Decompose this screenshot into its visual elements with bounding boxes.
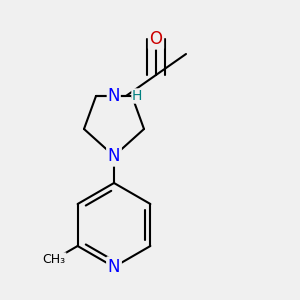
Text: CH₃: CH₃ [43, 253, 66, 266]
Text: N: N [108, 258, 120, 276]
Text: N: N [107, 87, 120, 105]
Text: N: N [108, 147, 120, 165]
Text: O: O [149, 30, 163, 48]
Text: H: H [132, 89, 142, 103]
